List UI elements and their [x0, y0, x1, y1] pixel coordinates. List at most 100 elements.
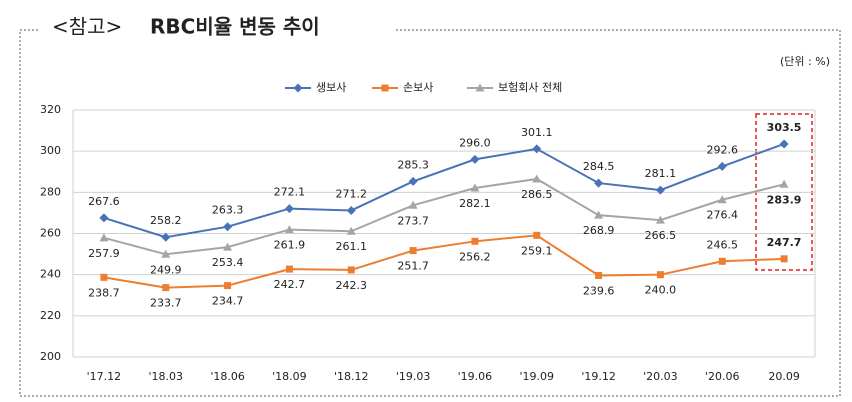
- point: [655, 215, 665, 224]
- y-tick-label: 300: [40, 144, 61, 157]
- legend-marker: [293, 83, 303, 93]
- y-tick-label: 280: [40, 185, 61, 198]
- point: [346, 205, 356, 215]
- point: [470, 183, 480, 192]
- data-label: 268.9: [583, 224, 615, 237]
- y-tick-label: 220: [40, 309, 61, 322]
- point: [224, 282, 232, 290]
- data-label: 296.0: [459, 136, 491, 149]
- point: [223, 222, 233, 232]
- x-tick-label: '20.03: [643, 370, 678, 383]
- point: [717, 195, 727, 204]
- point: [718, 257, 726, 265]
- data-label: 276.4: [707, 209, 739, 222]
- point: [408, 176, 418, 186]
- data-label: 282.1: [459, 197, 491, 210]
- data-label: 263.3: [212, 204, 244, 217]
- point: [717, 161, 727, 171]
- series-line: [103, 234, 785, 289]
- data-label: 242.3: [336, 279, 368, 292]
- data-label: 272.1: [274, 186, 306, 199]
- y-tick-label: 320: [40, 103, 61, 116]
- point: [594, 178, 604, 188]
- data-label: 281.1: [645, 167, 677, 180]
- data-label: 273.7: [397, 214, 429, 227]
- data-label: 256.2: [459, 250, 491, 263]
- data-label: 303.5: [767, 121, 802, 134]
- data-label: 234.7: [212, 295, 244, 308]
- point: [99, 233, 109, 242]
- series-line: [103, 143, 785, 239]
- data-label: 286.5: [521, 188, 553, 201]
- x-tick-label: '19.03: [396, 370, 431, 383]
- point: [533, 231, 541, 239]
- series-line: [103, 177, 785, 256]
- y-tick-label: 200: [40, 350, 61, 363]
- data-label: 239.6: [583, 284, 615, 297]
- frame: [19, 29, 841, 397]
- point: [285, 265, 293, 273]
- point: [532, 144, 542, 154]
- point: [656, 271, 664, 279]
- legend-marker: [381, 84, 389, 92]
- x-tick-label: '18.09: [272, 370, 307, 383]
- data-label: 259.1: [521, 244, 553, 257]
- point: [347, 266, 355, 274]
- data-label: 292.6: [707, 143, 739, 156]
- legend-label: 손보사: [403, 81, 433, 94]
- x-tick-label: '17.12: [87, 370, 122, 383]
- x-tick-label: '19.12: [581, 370, 616, 383]
- point: [779, 179, 789, 188]
- point: [409, 247, 417, 255]
- data-label: 253.4: [212, 256, 244, 269]
- data-label: 247.7: [767, 236, 802, 249]
- point: [161, 232, 171, 242]
- point: [99, 213, 109, 223]
- data-label: 233.7: [150, 297, 182, 310]
- point: [100, 273, 108, 281]
- point: [284, 204, 294, 214]
- legend-marker: [475, 83, 485, 92]
- data-label: 283.9: [767, 193, 802, 206]
- legend-label: 보험회사 전체: [498, 81, 562, 94]
- point: [595, 271, 603, 279]
- point: [162, 284, 170, 292]
- chart-title: RBC비율 변동 추이: [150, 15, 320, 39]
- data-label: 261.1: [336, 240, 368, 253]
- title-backdrop: [40, 10, 395, 46]
- point: [408, 200, 418, 209]
- data-label: 251.7: [397, 260, 429, 273]
- point: [161, 249, 171, 258]
- point: [470, 154, 480, 164]
- legend-label: 생보사: [316, 81, 346, 94]
- data-label: 249.9: [150, 263, 182, 276]
- x-tick-label: '19.09: [519, 370, 554, 383]
- data-label: 266.5: [645, 229, 677, 242]
- data-label: 238.7: [88, 286, 120, 299]
- point: [223, 242, 233, 251]
- data-label: 271.2: [336, 187, 368, 200]
- x-tick-label: '20.06: [705, 370, 740, 383]
- point: [780, 255, 788, 263]
- data-label: 257.9: [88, 247, 120, 260]
- data-label: 267.6: [88, 195, 120, 208]
- data-label: 246.5: [707, 238, 739, 251]
- point: [594, 210, 604, 219]
- point: [655, 185, 665, 195]
- y-tick-label: 260: [40, 227, 61, 240]
- data-label: 258.2: [150, 214, 182, 227]
- x-tick-label: '18.06: [210, 370, 245, 383]
- data-label: 284.5: [583, 160, 615, 173]
- data-label: 240.0: [645, 284, 677, 297]
- x-tick-label: 20.09: [768, 370, 800, 383]
- y-tick-label: 240: [40, 268, 61, 281]
- x-tick-label: '19.06: [458, 370, 493, 383]
- data-label: 301.1: [521, 126, 553, 139]
- point: [532, 174, 542, 183]
- unit-note: (단위 : %): [780, 55, 830, 68]
- x-tick-label: '18.03: [148, 370, 183, 383]
- data-label: 242.7: [274, 278, 306, 291]
- point: [346, 226, 356, 235]
